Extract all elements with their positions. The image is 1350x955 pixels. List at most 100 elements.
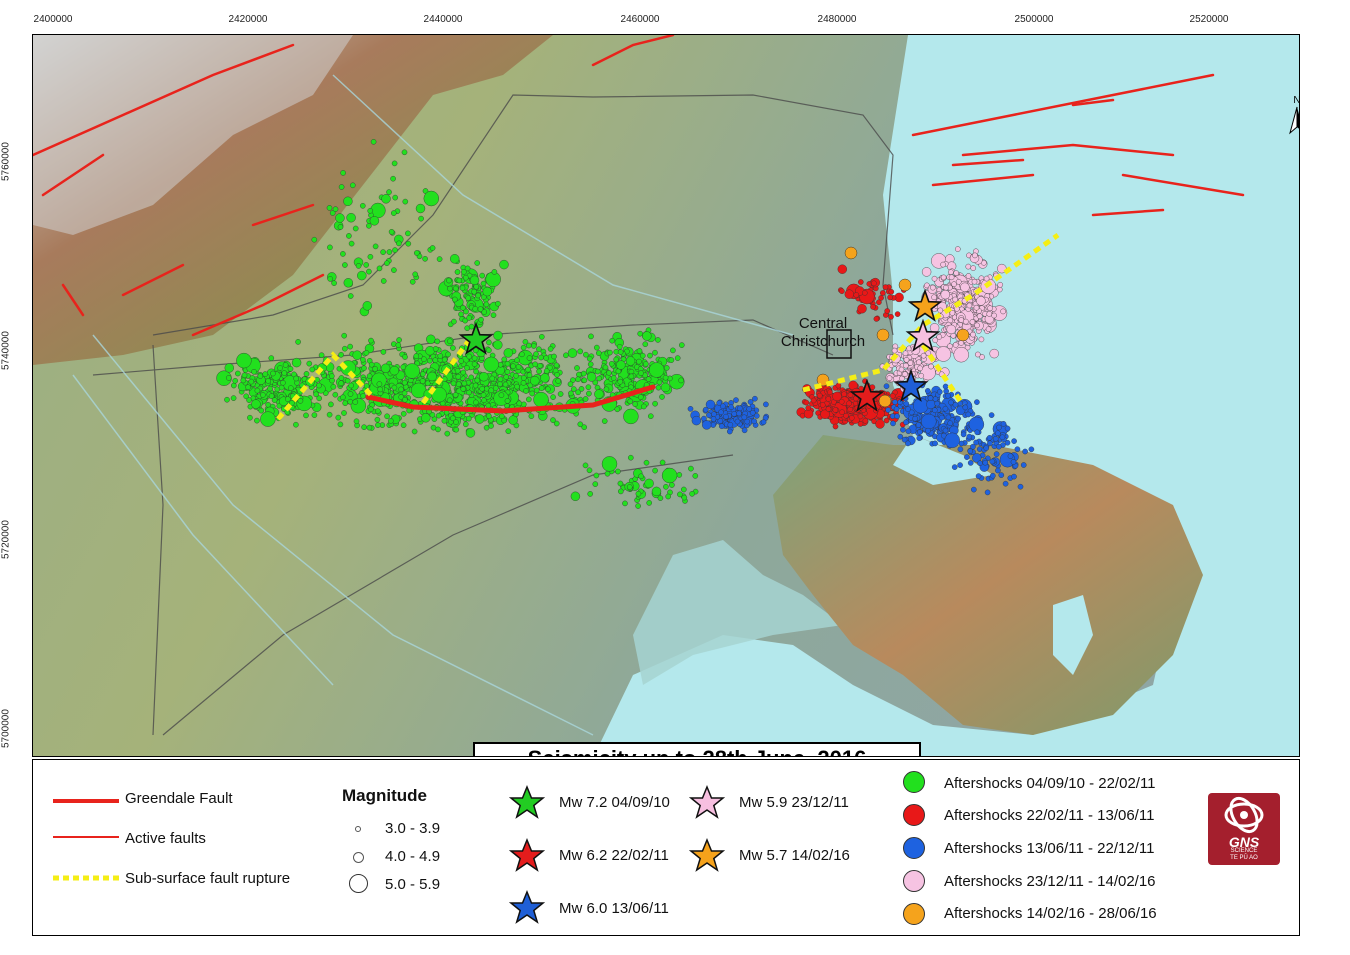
aftershock-point [942, 427, 949, 434]
aftershock-point [522, 338, 529, 345]
magnitude-medium-label: 4.0 - 4.9 [385, 848, 441, 865]
aftershock-point [243, 393, 249, 400]
aftershock-point [497, 376, 504, 383]
aftershock-point [691, 415, 702, 426]
aftershock-point [825, 406, 832, 412]
aftershock-point [318, 352, 325, 359]
aftershock-point [900, 426, 906, 433]
aftershock-point [894, 413, 900, 420]
aftershock-point [746, 406, 753, 412]
aftershock-point [810, 397, 817, 404]
aftershock-point [853, 292, 860, 298]
aftershock-point [917, 429, 923, 435]
aftershock-point [341, 332, 348, 339]
aftershock-point [503, 374, 510, 380]
aftershock-point [974, 322, 980, 329]
x-tick-label: 2440000 [423, 14, 463, 25]
aftershock-point [586, 355, 593, 362]
aftershock-point [445, 351, 451, 358]
aftershock-point [969, 319, 976, 325]
mainshock-star-3[interactable] [893, 368, 929, 402]
aftershock-point [659, 394, 665, 400]
aftershock-point [839, 409, 845, 416]
aftershock-point [338, 375, 345, 381]
aftershock-point [455, 373, 462, 380]
aftershock-point [744, 418, 751, 425]
aftershock-point [437, 353, 444, 359]
aftershock-point [454, 269, 461, 275]
aftershock-point [628, 373, 635, 380]
mw62-legend-label: Mw 6.2 22/02/11 [559, 847, 669, 864]
aftershock-point [902, 350, 909, 357]
aftershock-point [832, 391, 842, 402]
aftershock-point [389, 365, 399, 376]
aftershock-point [466, 353, 473, 360]
aftershock-point [234, 370, 241, 377]
aftershock-point [843, 412, 849, 419]
mainshock-star-1[interactable] [458, 321, 494, 355]
aftershock-point [945, 414, 952, 421]
aftershock-point [278, 384, 285, 391]
legend-panel: Greendale Fault Active faults Sub-surfac… [32, 759, 1300, 936]
aftershock-point [516, 400, 523, 407]
aftershock-point [465, 295, 471, 301]
map-frame[interactable]: Central Christchurch Seismicity up to 28… [32, 34, 1300, 757]
aftershock-point [455, 381, 462, 388]
x-tick-label: 2520000 [1189, 14, 1229, 25]
aftershock-point [663, 483, 669, 490]
aftershock-point [465, 428, 476, 438]
aftershock-point [858, 279, 864, 285]
map-canvas[interactable] [33, 35, 1300, 757]
aftershock-point [271, 397, 278, 403]
aftershock-point [460, 369, 467, 376]
aftershock-point [876, 328, 890, 342]
aftershock-point [763, 401, 769, 408]
aftershock-point [282, 362, 289, 368]
aftershock-point [363, 262, 370, 268]
aftershock-point [355, 263, 362, 269]
aftershock-point [905, 440, 911, 447]
aftershock-point [372, 243, 379, 250]
aftershock-point [948, 399, 954, 406]
aftershock-point [533, 391, 549, 408]
aftershock-point [441, 417, 448, 424]
aftershock-swatch [903, 903, 925, 925]
mw59-star-icon [689, 785, 725, 819]
aftershock-point [883, 417, 890, 424]
aftershock-point [925, 427, 931, 434]
aftershock-point [1020, 462, 1027, 468]
aftershock-point [957, 462, 963, 468]
aftershock-point [347, 293, 354, 299]
mainshock-star-2[interactable] [849, 378, 885, 412]
mainshock-star-4[interactable] [905, 318, 941, 352]
aftershock-point [903, 356, 910, 363]
aftershock-point [501, 417, 508, 424]
alps-snow [33, 35, 353, 235]
aftershock-point [332, 206, 339, 212]
aftershock-point [660, 382, 671, 393]
aftershock-point [303, 412, 309, 419]
aftershock-point [520, 379, 527, 386]
aftershock-point [966, 302, 973, 309]
aftershock-point [962, 404, 969, 411]
aftershock-point [380, 349, 387, 355]
aftershock-point [368, 406, 374, 413]
aftershock-point [481, 309, 488, 315]
aftershock-point [965, 273, 972, 279]
aftershock-point [241, 372, 248, 379]
aftershock-point [925, 350, 932, 357]
aftershock-point [423, 190, 439, 207]
lake-ellesmere [633, 540, 843, 685]
aftershock-point [331, 280, 337, 286]
aftershock-point [543, 368, 550, 374]
aftershock-point [554, 371, 560, 378]
aftershock-point [337, 421, 344, 428]
aftershock-point [338, 184, 345, 190]
aftershock-point [641, 403, 647, 410]
aftershock-point [652, 349, 658, 356]
mainshock-star-5[interactable] [907, 288, 943, 322]
aftershock-point [489, 375, 496, 382]
aftershock-point [526, 355, 533, 361]
aftershock-point [341, 345, 348, 352]
